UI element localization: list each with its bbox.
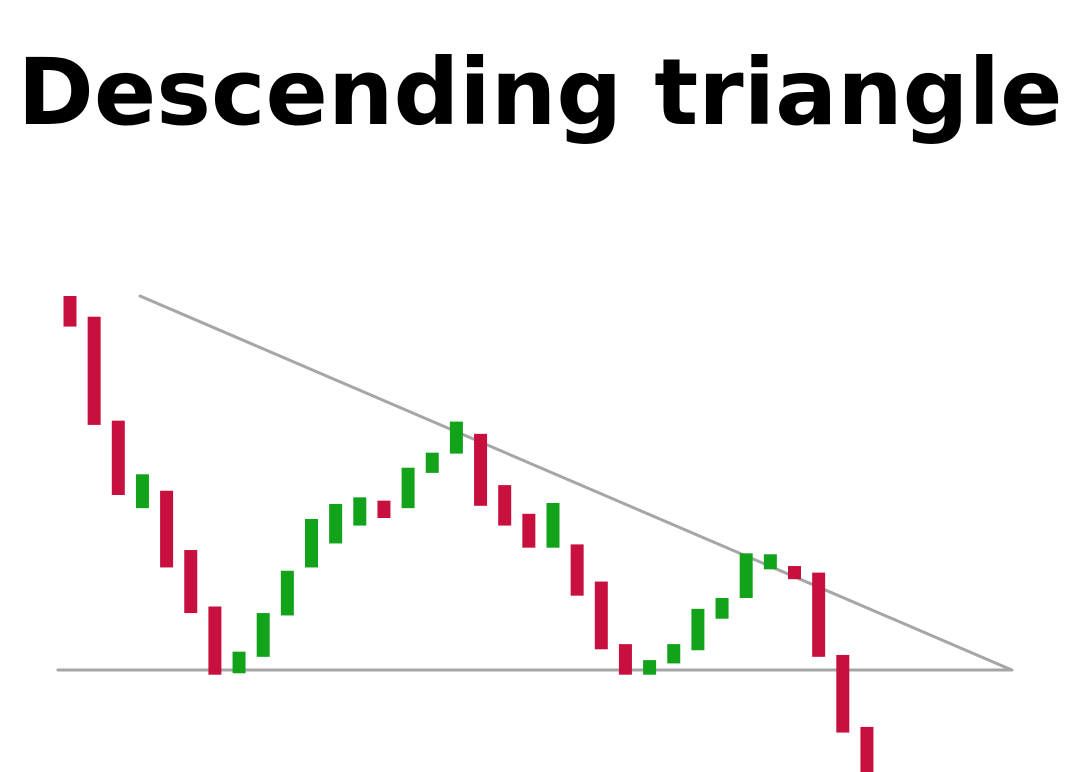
candle-down: [522, 513, 536, 548]
candle-up: [546, 502, 560, 548]
candle-up: [232, 651, 246, 674]
candle-down: [860, 726, 874, 772]
resistance-trendline: [138, 294, 1014, 672]
candle-down: [377, 500, 391, 519]
candle-up: [256, 613, 270, 657]
candle-up: [643, 660, 657, 675]
candle-up: [305, 518, 318, 568]
candle-up: [449, 421, 463, 454]
candle-up: [715, 598, 729, 619]
candle-down: [111, 420, 125, 495]
candle-down: [788, 566, 801, 580]
candle-down: [498, 485, 512, 526]
candle-up: [739, 553, 753, 599]
candle-down: [184, 550, 198, 614]
candle-down: [618, 644, 632, 675]
candle-down: [836, 654, 850, 733]
candle-up: [401, 467, 415, 509]
candle-up: [763, 554, 777, 570]
candle-up: [667, 644, 681, 664]
chart-title: Descending triangle: [17, 39, 1063, 146]
candle-up: [425, 452, 439, 473]
candle-up: [329, 503, 343, 544]
candle-down: [594, 581, 608, 650]
candle-down: [208, 606, 222, 675]
candle-down: [570, 544, 584, 596]
candle-up: [135, 474, 149, 509]
candle-up: [280, 570, 294, 616]
candle-down: [87, 316, 101, 425]
candle-down: [160, 490, 174, 568]
candle-down: [812, 572, 826, 657]
candle-up: [691, 608, 705, 651]
candle-down: [63, 296, 77, 327]
candle-down: [474, 433, 488, 506]
candle-up: [353, 497, 367, 526]
